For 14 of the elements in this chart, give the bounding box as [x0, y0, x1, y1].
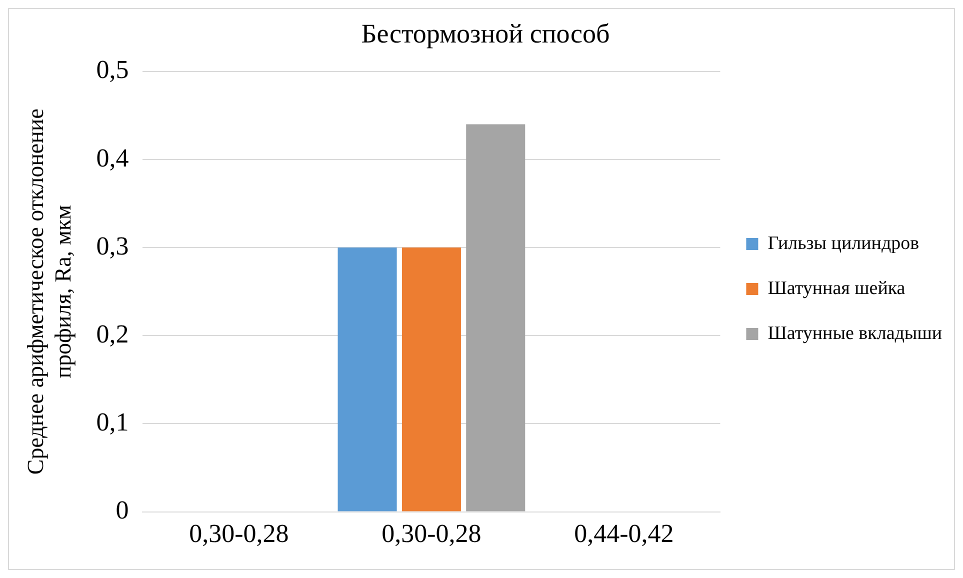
y-tick-label: 0	[116, 496, 129, 525]
x-tick-label: 0,30-0,28	[189, 519, 289, 548]
legend-label: Шатунные вкладыши	[768, 322, 942, 344]
y-axis-title: Среднее арифметическое отклонение профиля, Ra, мкм	[22, 108, 76, 475]
x-tick-label: 0,44-0,42	[574, 519, 674, 548]
y-tick-label: 0,3	[96, 231, 129, 260]
legend-label: Гильзы цилиндров	[768, 232, 920, 254]
y-tick-label: 0,5	[96, 55, 129, 84]
chart-title: Бестормозной способ	[361, 18, 610, 48]
y-tick-label: 0,2	[96, 319, 129, 348]
x-tick-label: 0,30-0,28	[382, 519, 482, 548]
y-tick-label: 0,4	[96, 143, 129, 172]
legend-label: Шатунная шейка	[768, 278, 906, 299]
y-tick-label: 0,1	[96, 408, 129, 437]
